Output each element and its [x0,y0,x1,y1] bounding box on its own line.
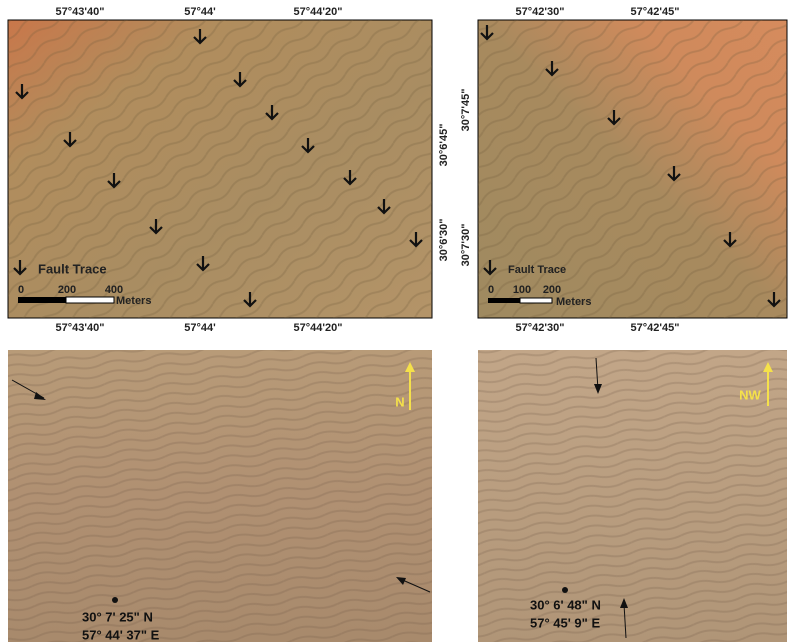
fault-arrow [265,105,279,121]
scale-bar [18,297,66,303]
legend-label: Fault Trace [508,264,566,276]
tick-label: 30°7'30" [460,224,472,267]
fault-arrow [377,199,391,215]
scale-bar [488,298,520,303]
tick-label: 57°43'40" [56,6,105,18]
tick-label: 30°7'45" [460,89,472,132]
fault-arrow [667,166,681,182]
tick-label: 57°42'45" [631,322,680,334]
latitude: 30° 7' 25" N [82,609,153,624]
tick-label: 57°42'30" [516,322,565,334]
tick-label: 30°6'45" [438,124,450,167]
legend-label: Fault Trace [38,261,107,276]
panel-c: N 30° 7' 25" N 57° 44' 37" E [8,350,432,642]
fault-arrow [13,260,27,276]
tick-label: 57°42'30" [516,6,565,18]
scale-unit: Meters [556,296,591,308]
scale-label: 200 [543,284,561,296]
fault-arrow [545,61,559,77]
fault-arrow [243,292,257,308]
fault-arrow [63,132,77,148]
fault-arrow [723,232,737,248]
tick-label: 30°6'30" [438,219,450,262]
fault-arrow [15,84,29,100]
scale-label: 0 [488,284,494,296]
scale-label: 0 [18,284,24,296]
longitude: 57° 44' 37" E [82,627,160,642]
fault-arrow [409,232,423,248]
fault-arrow [107,173,121,189]
panel-a: 57°43'40" 57°44' 57°44'20" 57°43'40" 57°… [7,6,450,334]
fault-arrow [607,110,621,126]
scale-label: 100 [513,284,531,296]
fault-arrow [767,292,781,308]
scale-bar [65,296,115,304]
panel-d: NW 30° 6' 48" N 57° 45' 9" E [478,350,787,642]
fault-arrow [343,170,357,186]
fault-arrow [149,219,163,235]
north-label: N [395,394,404,409]
fault-arrow [480,25,494,41]
tick-label: 57°42'45" [631,6,680,18]
longitude: 57° 45' 9" E [530,615,600,630]
fault-arrow [233,72,247,88]
latitude: 30° 6' 48" N [530,597,601,612]
scale-bar [519,297,553,304]
tick-label: 57°43'40" [56,322,105,334]
tick-label: 57°44'20" [294,322,343,334]
scale-unit: Meters [116,295,151,307]
tick-label: 57°44' [184,6,216,18]
panel-b: 57°42'30" 57°42'45" 57°42'30" 57°42'45" … [460,6,788,334]
fault-arrow [301,138,315,154]
fault-arrow [193,29,207,45]
scale-label: 200 [58,284,76,296]
fault-arrows [13,25,781,308]
tick-label: 57°44' [184,322,216,334]
tick-label: 57°44'20" [294,6,343,18]
fault-arrow [196,256,210,272]
north-label: NW [739,387,761,402]
fault-arrow [483,260,497,276]
scale-label: 400 [105,284,123,296]
